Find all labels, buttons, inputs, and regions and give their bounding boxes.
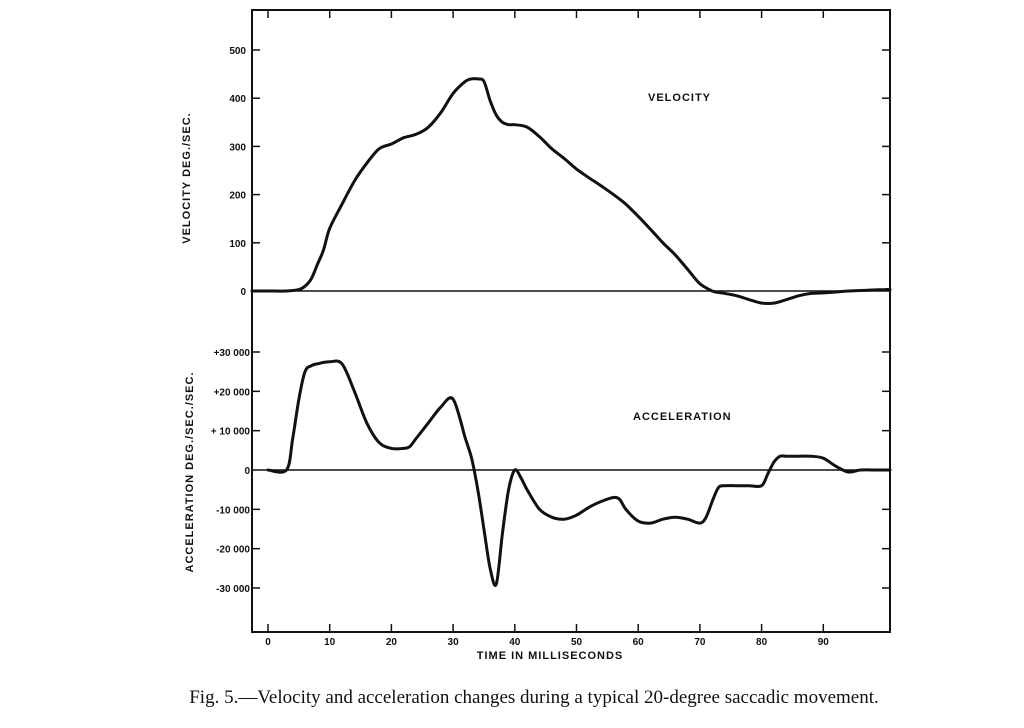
acceleration-y-tick-label: -30 000 [216, 584, 250, 595]
acceleration-y-axis: +30 000 +20 000 + 10 000 0 -10 000 -20 000 -30… [211, 348, 890, 595]
velocity-y-axis: 0 100 200 300 400 500 [229, 46, 890, 298]
x-tick-label: 40 [509, 637, 521, 648]
x-tick-label: 30 [448, 637, 460, 648]
x-tick-label: 0 [265, 637, 271, 648]
acceleration-y-tick-label: +20 000 [214, 387, 251, 398]
velocity-y-axis-label: VELOCITY DEG./SEC. [181, 112, 193, 244]
acceleration-y-tick-label: -10 000 [216, 505, 250, 516]
velocity-y-tick-label: 500 [229, 46, 246, 57]
acceleration-y-tick-label: +30 000 [214, 348, 251, 359]
figure-caption: Fig. 5.—Velocity and acceleration change… [189, 687, 879, 708]
velocity-series-label: VELOCITY [648, 92, 711, 104]
velocity-y-tick-label: 200 [229, 191, 246, 202]
x-tick-label: 60 [633, 637, 645, 648]
acceleration-panel: +30 000 +20 000 + 10 000 0 -10 000 -20 000 -30… [184, 348, 892, 595]
x-tick-label: 50 [571, 637, 583, 648]
acceleration-y-axis-label: ACCELERATION DEG./SEC./SEC. [184, 372, 196, 573]
acceleration-y-tick-label: -20 000 [216, 545, 250, 556]
velocity-y-tick-label: 100 [229, 239, 246, 250]
acceleration-series-label: ACCELERATION [633, 411, 732, 423]
acceleration-y-tick-label: 0 [244, 466, 250, 477]
velocity-y-tick-label: 300 [229, 142, 246, 153]
velocity-y-tick-label: 400 [229, 94, 246, 105]
x-tick-label: 80 [756, 637, 768, 648]
x-tick-label: 20 [386, 637, 398, 648]
x-axis-label: TIME IN MILLISECONDS [477, 650, 624, 662]
x-tick-label: 10 [324, 637, 336, 648]
velocity-y-tick-label: 0 [240, 287, 246, 298]
x-tick-label: 70 [694, 637, 706, 648]
x-tick-label: 90 [818, 637, 830, 648]
plot-frame [251, 9, 891, 633]
velocity-curve [250, 77, 892, 305]
x-axis: 0 10 20 30 40 50 60 70 80 90 [265, 10, 829, 648]
acceleration-curve [266, 359, 892, 587]
velocity-panel: 0 100 200 300 400 500 VELOCITY VELOCITY DEG./… [181, 46, 892, 305]
acceleration-y-tick-label: + 10 000 [211, 427, 251, 438]
